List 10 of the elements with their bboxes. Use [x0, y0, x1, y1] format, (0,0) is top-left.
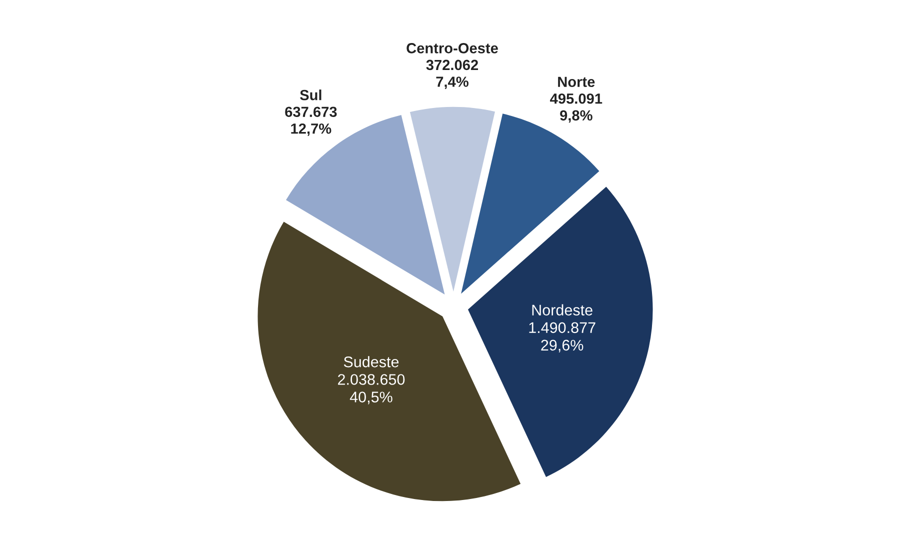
data-label: 372.062 7,4% [426, 60, 478, 90]
data-label: 2.038.650 40,5% [338, 374, 405, 404]
slice-label: Norte [558, 76, 595, 88]
slice-label: Centro-Oeste [406, 43, 498, 54]
data-label: 1.490.877 29,6% [529, 322, 596, 352]
data-label: 637.673 12,7% [285, 106, 337, 136]
slice-label: Sul [300, 90, 322, 100]
slice-label: Sudeste [344, 356, 399, 368]
slice-label: Nordeste [532, 304, 592, 316]
data-label: 495.091 9,8% [550, 93, 602, 123]
